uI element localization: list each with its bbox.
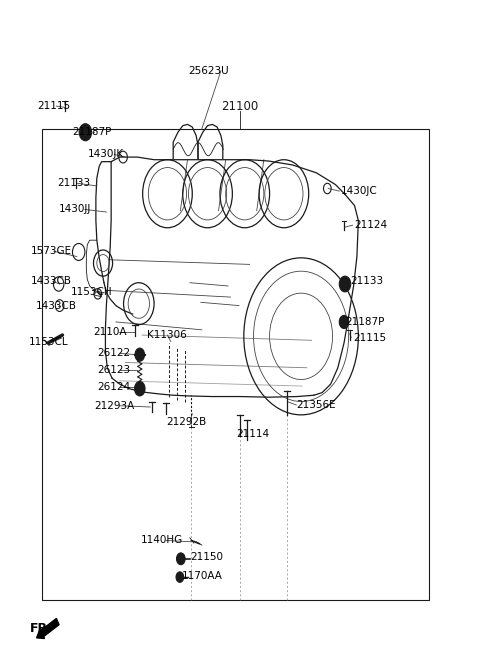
Text: 21150: 21150: [191, 553, 223, 562]
Text: 21115: 21115: [37, 101, 70, 111]
Text: 26123: 26123: [97, 365, 130, 375]
Circle shape: [342, 280, 348, 288]
Text: 26124: 26124: [97, 382, 130, 392]
Circle shape: [339, 276, 351, 292]
Text: 1433CB: 1433CB: [31, 277, 72, 286]
Circle shape: [137, 385, 143, 393]
Circle shape: [177, 553, 185, 564]
Text: 1430JC: 1430JC: [341, 186, 378, 196]
Text: 26122: 26122: [97, 348, 130, 358]
Text: 1153CH: 1153CH: [71, 287, 112, 297]
Text: 21187P: 21187P: [345, 317, 384, 327]
Text: 21187P: 21187P: [72, 127, 111, 137]
FancyArrow shape: [36, 618, 59, 639]
Text: 21114: 21114: [236, 430, 269, 440]
Circle shape: [176, 572, 184, 582]
Circle shape: [79, 124, 92, 141]
Circle shape: [339, 315, 349, 328]
Text: FR.: FR.: [30, 622, 53, 635]
Circle shape: [342, 319, 347, 325]
Text: K11306: K11306: [147, 330, 187, 340]
Text: 21356E: 21356E: [296, 400, 336, 410]
Text: 1170AA: 1170AA: [182, 571, 223, 581]
Text: 21115: 21115: [354, 332, 387, 343]
Text: 1433CB: 1433CB: [36, 301, 77, 311]
Text: 21100: 21100: [221, 100, 259, 112]
Text: 1430JJ: 1430JJ: [59, 204, 91, 214]
Bar: [42, 129, 429, 600]
Text: 2110A: 2110A: [94, 327, 127, 337]
Text: 1573GE: 1573GE: [31, 246, 72, 256]
Text: 1430JK: 1430JK: [88, 150, 124, 160]
Text: 1140HG: 1140HG: [141, 535, 183, 545]
Text: 21292B: 21292B: [166, 417, 206, 427]
Text: 21133: 21133: [350, 277, 383, 286]
Text: 21293A: 21293A: [95, 401, 135, 411]
Text: 25623U: 25623U: [189, 66, 229, 76]
Text: 21124: 21124: [355, 220, 388, 230]
Circle shape: [82, 127, 89, 137]
Circle shape: [134, 382, 145, 396]
Text: 21133: 21133: [58, 178, 91, 189]
Text: 1153CL: 1153CL: [29, 336, 69, 347]
Circle shape: [135, 348, 144, 361]
